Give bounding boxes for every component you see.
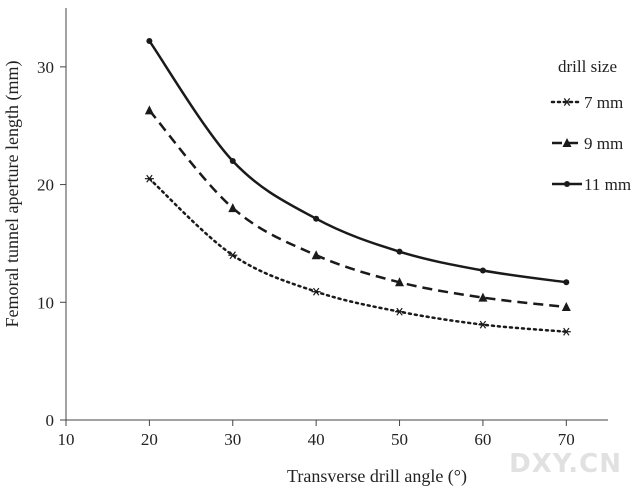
x-tick-label: 20 xyxy=(141,430,158,449)
data-point-0 xyxy=(228,251,238,260)
data-point-2 xyxy=(313,215,320,222)
x-tick-label: 70 xyxy=(558,430,575,449)
x-tick-label: 10 xyxy=(58,430,75,449)
x-tick-label: 60 xyxy=(474,430,491,449)
data-point-0 xyxy=(395,307,405,316)
legend-label: 9 mm xyxy=(584,134,623,153)
data-point-2 xyxy=(479,267,486,274)
data-point-2 xyxy=(146,37,153,44)
x-tick-label: 40 xyxy=(308,430,325,449)
y-tick-label: 0 xyxy=(46,411,55,430)
y-tick-label: 30 xyxy=(37,58,54,77)
legend: drill size 7 mm 9 mm 11 mm xyxy=(550,57,631,194)
data-point-0 xyxy=(478,320,488,329)
series-line-0 xyxy=(148,177,568,333)
legend-label: 7 mm xyxy=(584,93,623,112)
legend-label: 11 mm xyxy=(584,175,631,194)
series-line-2 xyxy=(148,40,567,284)
x-axis-label: Transverse drill angle (°) xyxy=(287,466,467,487)
data-point-1 xyxy=(228,203,238,213)
data-point-1 xyxy=(395,277,405,287)
legend-marker xyxy=(564,181,570,187)
data-point-1 xyxy=(144,105,154,115)
y-axis-label: Femoral tunnel aperture length (mm) xyxy=(2,61,23,328)
data-point-2 xyxy=(229,158,236,165)
data-point-0 xyxy=(311,287,321,296)
watermark: DXY.CN xyxy=(509,449,622,479)
data-point-1 xyxy=(561,301,571,311)
data-point-0 xyxy=(144,174,154,183)
data-point-1 xyxy=(311,250,321,260)
x-tick-label: 30 xyxy=(224,430,241,449)
legend-marker xyxy=(562,138,572,147)
legend-title: drill size xyxy=(558,57,617,76)
y-tick-label: 20 xyxy=(37,176,54,195)
data-point-1 xyxy=(478,292,488,302)
x-tick-label: 50 xyxy=(391,430,408,449)
series-layer xyxy=(144,37,571,336)
data-point-0 xyxy=(561,327,571,336)
legend-marker xyxy=(562,98,572,106)
data-point-2 xyxy=(563,279,570,286)
y-tick-label: 10 xyxy=(37,293,54,312)
series-line-1 xyxy=(148,109,567,309)
data-point-2 xyxy=(396,248,403,255)
